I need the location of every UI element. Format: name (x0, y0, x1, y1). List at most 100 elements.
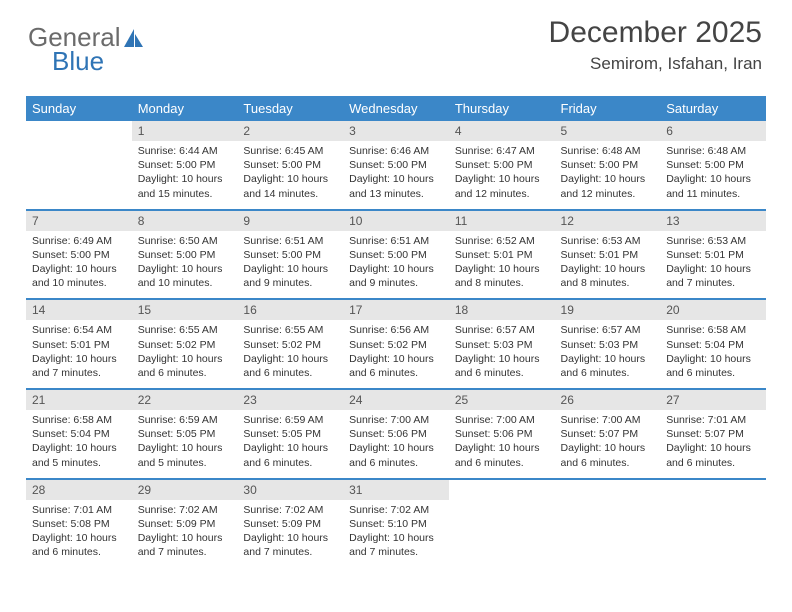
day-body: Sunrise: 7:02 AMSunset: 5:09 PMDaylight:… (237, 500, 343, 568)
day-body (26, 141, 132, 206)
day-number (555, 480, 661, 500)
calendar-day-cell: 25Sunrise: 7:00 AMSunset: 5:06 PMDayligh… (449, 389, 555, 479)
calendar-day-cell: 29Sunrise: 7:02 AMSunset: 5:09 PMDayligh… (132, 479, 238, 568)
day-number: 11 (449, 211, 555, 231)
day-body: Sunrise: 6:51 AMSunset: 5:00 PMDaylight:… (237, 231, 343, 299)
day-number: 13 (660, 211, 766, 231)
calendar-day-cell: 1Sunrise: 6:44 AMSunset: 5:00 PMDaylight… (132, 121, 238, 210)
weekday-header-row: SundayMondayTuesdayWednesdayThursdayFrid… (26, 96, 766, 121)
calendar-week-row: 14Sunrise: 6:54 AMSunset: 5:01 PMDayligh… (26, 299, 766, 389)
calendar-day-cell: 19Sunrise: 6:57 AMSunset: 5:03 PMDayligh… (555, 299, 661, 389)
day-body: Sunrise: 7:02 AMSunset: 5:10 PMDaylight:… (343, 500, 449, 568)
calendar-body: 1Sunrise: 6:44 AMSunset: 5:00 PMDaylight… (26, 121, 766, 567)
day-number: 1 (132, 121, 238, 141)
calendar-day-cell: 6Sunrise: 6:48 AMSunset: 5:00 PMDaylight… (660, 121, 766, 210)
day-number: 23 (237, 390, 343, 410)
day-body: Sunrise: 6:44 AMSunset: 5:00 PMDaylight:… (132, 141, 238, 209)
day-number (660, 480, 766, 500)
calendar-day-cell (555, 479, 661, 568)
day-number: 27 (660, 390, 766, 410)
calendar-page: General Blue December 2025 Semirom, Isfa… (0, 0, 792, 612)
day-body: Sunrise: 6:57 AMSunset: 5:03 PMDaylight:… (555, 320, 661, 388)
page-title: December 2025 (549, 16, 762, 50)
day-body: Sunrise: 7:01 AMSunset: 5:08 PMDaylight:… (26, 500, 132, 568)
calendar-grid: SundayMondayTuesdayWednesdayThursdayFrid… (26, 96, 766, 567)
calendar-day-cell: 7Sunrise: 6:49 AMSunset: 5:00 PMDaylight… (26, 210, 132, 300)
day-body (555, 500, 661, 565)
calendar-day-cell: 9Sunrise: 6:51 AMSunset: 5:00 PMDaylight… (237, 210, 343, 300)
weekday-header: Monday (132, 96, 238, 121)
day-body: Sunrise: 7:00 AMSunset: 5:06 PMDaylight:… (449, 410, 555, 478)
calendar-day-cell: 11Sunrise: 6:52 AMSunset: 5:01 PMDayligh… (449, 210, 555, 300)
day-body: Sunrise: 6:50 AMSunset: 5:00 PMDaylight:… (132, 231, 238, 299)
calendar-week-row: 7Sunrise: 6:49 AMSunset: 5:00 PMDaylight… (26, 210, 766, 300)
day-body: Sunrise: 6:48 AMSunset: 5:00 PMDaylight:… (555, 141, 661, 209)
calendar-day-cell: 28Sunrise: 7:01 AMSunset: 5:08 PMDayligh… (26, 479, 132, 568)
calendar-day-cell: 17Sunrise: 6:56 AMSunset: 5:02 PMDayligh… (343, 299, 449, 389)
day-body: Sunrise: 6:46 AMSunset: 5:00 PMDaylight:… (343, 141, 449, 209)
day-number: 29 (132, 480, 238, 500)
calendar-day-cell: 2Sunrise: 6:45 AMSunset: 5:00 PMDaylight… (237, 121, 343, 210)
calendar-day-cell: 4Sunrise: 6:47 AMSunset: 5:00 PMDaylight… (449, 121, 555, 210)
day-body: Sunrise: 6:59 AMSunset: 5:05 PMDaylight:… (132, 410, 238, 478)
day-number: 20 (660, 300, 766, 320)
day-number: 30 (237, 480, 343, 500)
day-body (660, 500, 766, 565)
calendar-day-cell: 14Sunrise: 6:54 AMSunset: 5:01 PMDayligh… (26, 299, 132, 389)
day-number: 21 (26, 390, 132, 410)
weekday-header: Saturday (660, 96, 766, 121)
calendar-day-cell (660, 479, 766, 568)
calendar-day-cell: 30Sunrise: 7:02 AMSunset: 5:09 PMDayligh… (237, 479, 343, 568)
calendar-day-cell (26, 121, 132, 210)
day-body: Sunrise: 6:58 AMSunset: 5:04 PMDaylight:… (660, 320, 766, 388)
calendar-day-cell: 8Sunrise: 6:50 AMSunset: 5:00 PMDaylight… (132, 210, 238, 300)
day-number: 8 (132, 211, 238, 231)
day-number: 12 (555, 211, 661, 231)
day-body: Sunrise: 7:01 AMSunset: 5:07 PMDaylight:… (660, 410, 766, 478)
day-number: 25 (449, 390, 555, 410)
day-body: Sunrise: 7:02 AMSunset: 5:09 PMDaylight:… (132, 500, 238, 568)
calendar-day-cell: 12Sunrise: 6:53 AMSunset: 5:01 PMDayligh… (555, 210, 661, 300)
calendar-day-cell: 27Sunrise: 7:01 AMSunset: 5:07 PMDayligh… (660, 389, 766, 479)
calendar-day-cell: 23Sunrise: 6:59 AMSunset: 5:05 PMDayligh… (237, 389, 343, 479)
day-number (26, 121, 132, 141)
day-number: 9 (237, 211, 343, 231)
day-number: 24 (343, 390, 449, 410)
calendar-day-cell: 16Sunrise: 6:55 AMSunset: 5:02 PMDayligh… (237, 299, 343, 389)
day-body: Sunrise: 6:49 AMSunset: 5:00 PMDaylight:… (26, 231, 132, 299)
page-subtitle: Semirom, Isfahan, Iran (590, 54, 762, 74)
day-number: 31 (343, 480, 449, 500)
weekday-header: Sunday (26, 96, 132, 121)
day-body: Sunrise: 6:48 AMSunset: 5:00 PMDaylight:… (660, 141, 766, 209)
day-number: 4 (449, 121, 555, 141)
day-number: 14 (26, 300, 132, 320)
sail-icon (123, 28, 145, 48)
day-number: 26 (555, 390, 661, 410)
day-body: Sunrise: 6:45 AMSunset: 5:00 PMDaylight:… (237, 141, 343, 209)
calendar-week-row: 28Sunrise: 7:01 AMSunset: 5:08 PMDayligh… (26, 479, 766, 568)
day-number: 16 (237, 300, 343, 320)
day-body: Sunrise: 6:53 AMSunset: 5:01 PMDaylight:… (660, 231, 766, 299)
calendar-day-cell: 5Sunrise: 6:48 AMSunset: 5:00 PMDaylight… (555, 121, 661, 210)
day-body: Sunrise: 6:51 AMSunset: 5:00 PMDaylight:… (343, 231, 449, 299)
day-number: 17 (343, 300, 449, 320)
day-body: Sunrise: 6:58 AMSunset: 5:04 PMDaylight:… (26, 410, 132, 478)
calendar-day-cell: 13Sunrise: 6:53 AMSunset: 5:01 PMDayligh… (660, 210, 766, 300)
day-number: 5 (555, 121, 661, 141)
day-body: Sunrise: 7:00 AMSunset: 5:06 PMDaylight:… (343, 410, 449, 478)
calendar-table: SundayMondayTuesdayWednesdayThursdayFrid… (26, 96, 766, 567)
day-number: 6 (660, 121, 766, 141)
calendar-day-cell: 18Sunrise: 6:57 AMSunset: 5:03 PMDayligh… (449, 299, 555, 389)
calendar-day-cell: 20Sunrise: 6:58 AMSunset: 5:04 PMDayligh… (660, 299, 766, 389)
day-body: Sunrise: 6:55 AMSunset: 5:02 PMDaylight:… (237, 320, 343, 388)
day-body: Sunrise: 6:56 AMSunset: 5:02 PMDaylight:… (343, 320, 449, 388)
calendar-day-cell: 26Sunrise: 7:00 AMSunset: 5:07 PMDayligh… (555, 389, 661, 479)
calendar-day-cell: 10Sunrise: 6:51 AMSunset: 5:00 PMDayligh… (343, 210, 449, 300)
day-number: 18 (449, 300, 555, 320)
calendar-day-cell: 31Sunrise: 7:02 AMSunset: 5:10 PMDayligh… (343, 479, 449, 568)
day-number (449, 480, 555, 500)
day-body: Sunrise: 6:59 AMSunset: 5:05 PMDaylight:… (237, 410, 343, 478)
day-number: 10 (343, 211, 449, 231)
weekday-header: Thursday (449, 96, 555, 121)
day-number: 28 (26, 480, 132, 500)
